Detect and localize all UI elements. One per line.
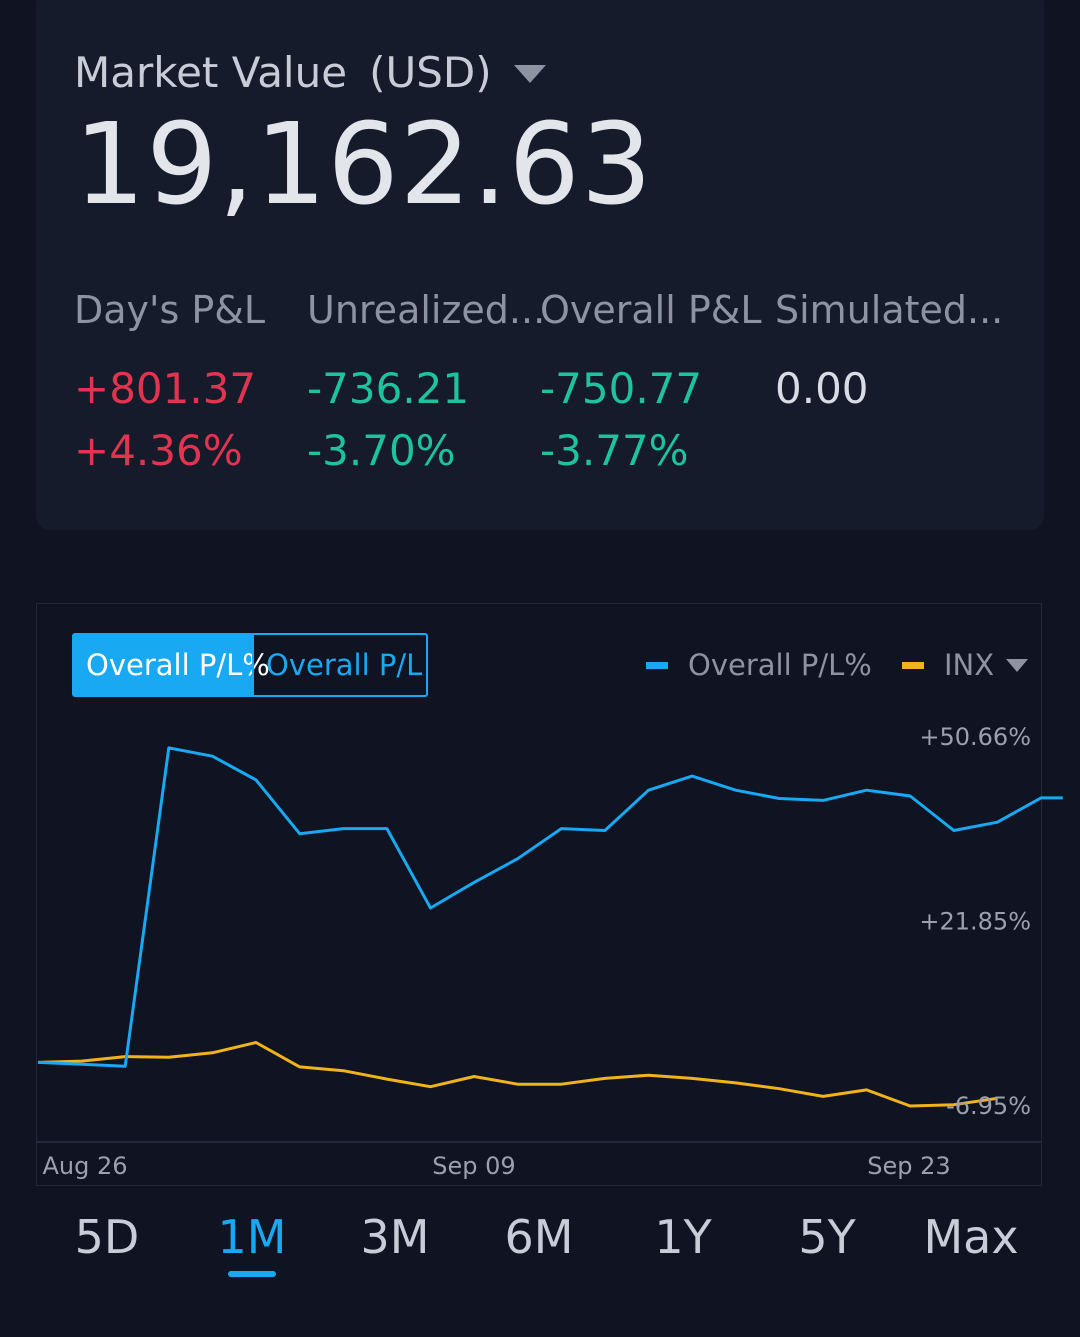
caret-down-icon[interactable]: [513, 64, 546, 83]
currency-label: (USD): [369, 48, 492, 97]
y-tick-label: +21.85%: [919, 908, 1031, 936]
pl-amount: +801.37: [74, 364, 257, 413]
pl-values: 0.00: [775, 358, 1003, 420]
chart-panel: [36, 603, 1042, 1186]
pl-column: Overall P&L -750.77 -3.77%: [540, 288, 762, 482]
pl-percent: -3.77%: [540, 426, 689, 475]
pl-column: Unrealized... -736.21 -3.70%: [307, 288, 545, 482]
x-tick-label: Sep 23: [867, 1152, 950, 1180]
market-value-label: Market Value: [74, 48, 348, 97]
range-6m[interactable]: 6M: [504, 1210, 574, 1264]
x-tick-label: Sep 09: [432, 1152, 515, 1180]
range-1y[interactable]: 1Y: [654, 1210, 712, 1264]
pl-values: -736.21 -3.70%: [307, 358, 545, 482]
range-1m[interactable]: 1M: [217, 1210, 287, 1264]
toggle-overall-pl[interactable]: Overall P/L: [252, 635, 426, 695]
legend-item-overall-pl-percent: Overall P/L%: [646, 648, 872, 682]
chart-mode-toggle[interactable]: Overall P/L% Overall P/L: [72, 633, 428, 697]
caret-down-icon[interactable]: [1006, 658, 1029, 672]
y-tick-label: -6.95%: [946, 1092, 1031, 1120]
x-tick-label: Aug 26: [42, 1152, 127, 1180]
pl-label: Day's P&L: [74, 288, 266, 332]
pl-values: +801.37 +4.36%: [74, 358, 265, 482]
series-line-overall-pl-percent: [37, 746, 1063, 1068]
range-3m[interactable]: 3M: [360, 1210, 430, 1264]
series-line-inx: [37, 1041, 998, 1108]
legend-item-inx[interactable]: INX: [902, 648, 1029, 682]
pl-percent: +4.36%: [74, 426, 243, 475]
market-value-amount: 19,162.63: [74, 100, 654, 230]
y-tick-label: +50.66%: [919, 723, 1031, 751]
pl-amount: -736.21: [307, 364, 470, 413]
toggle-overall-pl-percent[interactable]: Overall P/L%: [74, 635, 270, 695]
range-5d[interactable]: 5D: [74, 1210, 140, 1264]
range-active-indicator: [228, 1271, 276, 1277]
pl-values: -750.77 -3.77%: [540, 358, 762, 482]
pl-label: Overall P&L: [540, 288, 762, 332]
market-value-card: [36, 0, 1044, 530]
market-value-header[interactable]: Market Value (USD): [74, 48, 546, 97]
pl-column: Day's P&L +801.37 +4.36%: [74, 288, 265, 482]
pl-percent: -3.70%: [307, 426, 456, 475]
legend-swatch: [902, 661, 924, 669]
legend-label: Overall P/L%: [688, 648, 872, 682]
legend-swatch: [646, 661, 668, 669]
range-5y[interactable]: 5Y: [798, 1210, 856, 1264]
time-range-selector: 5D 1M 3M 6M 1Y 5Y Max: [0, 1210, 1080, 1290]
pl-amount: 0.00: [775, 364, 869, 413]
legend-label: INX: [944, 648, 995, 682]
range-max[interactable]: Max: [923, 1210, 1019, 1264]
pl-label: Simulated...: [775, 288, 1004, 332]
pl-label: Unrealized...: [307, 288, 546, 332]
pl-column: Simulated... 0.00: [775, 288, 1003, 420]
pl-amount: -750.77: [540, 364, 703, 413]
